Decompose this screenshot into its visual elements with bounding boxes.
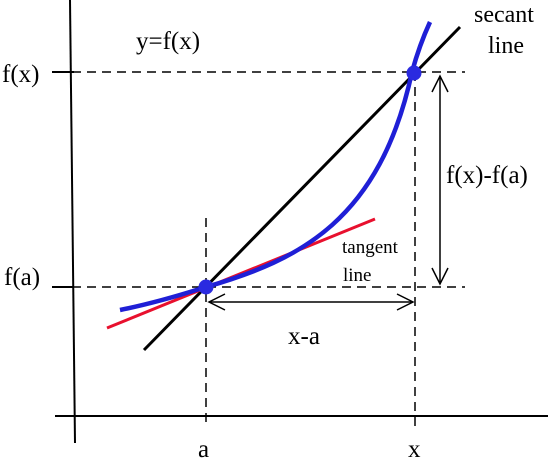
x-tick-label-x: x [408,436,421,462]
secant-label-line2: line [488,33,524,59]
rise-label: f(x)-f(a) [446,162,528,189]
y-axis [69,0,76,444]
y-tick-label-fx: f(x) [2,61,39,88]
tangent-label-line2: line [343,265,372,286]
run-arrow [207,293,415,311]
secant-line [142,25,462,352]
point-a-fa [198,279,214,295]
x-tick-label-a: a [198,436,209,462]
y-tick-label-fa: f(a) [4,264,40,291]
curve-fx [119,21,433,313]
secant-label-line1: secant [474,2,534,28]
tangent-label-line1: tangent [342,237,399,258]
point-x-fx [406,65,422,81]
curve-label: y=f(x) [136,28,200,55]
run-label: x-a [288,323,320,350]
rise-arrow [431,74,449,286]
